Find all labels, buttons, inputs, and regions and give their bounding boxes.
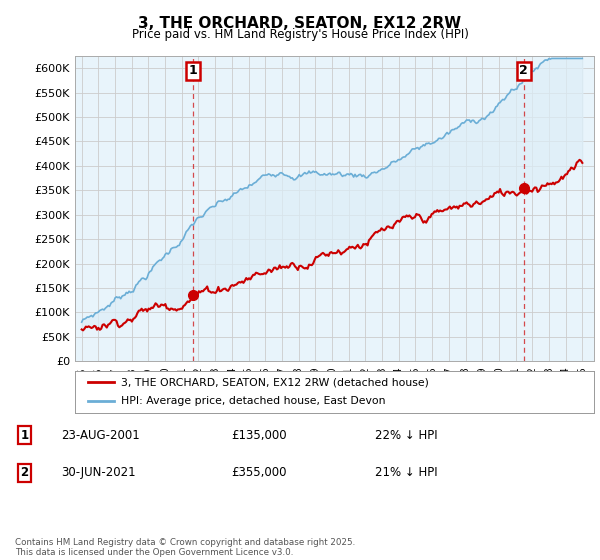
Text: 3, THE ORCHARD, SEATON, EX12 2RW (detached house): 3, THE ORCHARD, SEATON, EX12 2RW (detach… <box>121 377 428 387</box>
Text: £135,000: £135,000 <box>231 428 287 442</box>
Text: 23-AUG-2001: 23-AUG-2001 <box>61 428 140 442</box>
Text: 2: 2 <box>520 64 528 77</box>
Text: £355,000: £355,000 <box>231 466 286 479</box>
Text: 21% ↓ HPI: 21% ↓ HPI <box>375 466 437 479</box>
Text: 22% ↓ HPI: 22% ↓ HPI <box>375 428 437 442</box>
Text: HPI: Average price, detached house, East Devon: HPI: Average price, detached house, East… <box>121 396 385 407</box>
Text: Price paid vs. HM Land Registry's House Price Index (HPI): Price paid vs. HM Land Registry's House … <box>131 28 469 41</box>
Text: Contains HM Land Registry data © Crown copyright and database right 2025.
This d: Contains HM Land Registry data © Crown c… <box>15 538 355 557</box>
Text: 2: 2 <box>20 466 29 479</box>
Text: 30-JUN-2021: 30-JUN-2021 <box>61 466 136 479</box>
Text: 1: 1 <box>20 428 29 442</box>
Text: 3, THE ORCHARD, SEATON, EX12 2RW: 3, THE ORCHARD, SEATON, EX12 2RW <box>139 16 461 31</box>
Text: 1: 1 <box>189 64 197 77</box>
